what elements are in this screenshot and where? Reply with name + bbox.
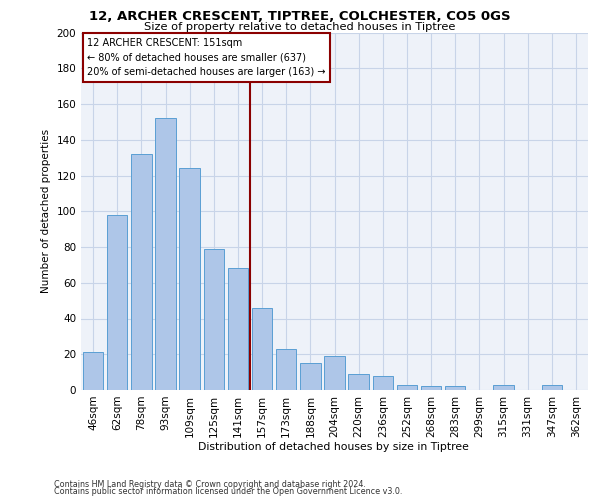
Bar: [493, 384, 514, 390]
Bar: [397, 384, 417, 390]
Bar: [324, 356, 345, 390]
Bar: [107, 215, 127, 390]
Text: 12 ARCHER CRESCENT: 151sqm
← 80% of detached houses are smaller (637)
20% of sem: 12 ARCHER CRESCENT: 151sqm ← 80% of deta…: [87, 38, 326, 78]
Bar: [542, 384, 562, 390]
Text: Contains HM Land Registry data © Crown copyright and database right 2024.: Contains HM Land Registry data © Crown c…: [54, 480, 366, 489]
Bar: [349, 374, 369, 390]
Bar: [300, 363, 320, 390]
Text: Distribution of detached houses by size in Tiptree: Distribution of detached houses by size …: [197, 442, 469, 452]
Bar: [276, 349, 296, 390]
Bar: [227, 268, 248, 390]
Bar: [373, 376, 393, 390]
Text: Contains public sector information licensed under the Open Government Licence v3: Contains public sector information licen…: [54, 488, 403, 496]
Bar: [155, 118, 176, 390]
Bar: [179, 168, 200, 390]
Bar: [131, 154, 152, 390]
Text: Size of property relative to detached houses in Tiptree: Size of property relative to detached ho…: [145, 22, 455, 32]
Bar: [445, 386, 466, 390]
Bar: [421, 386, 442, 390]
Y-axis label: Number of detached properties: Number of detached properties: [41, 129, 51, 294]
Bar: [83, 352, 103, 390]
Bar: [203, 249, 224, 390]
Text: 12, ARCHER CRESCENT, TIPTREE, COLCHESTER, CO5 0GS: 12, ARCHER CRESCENT, TIPTREE, COLCHESTER…: [89, 10, 511, 23]
Bar: [252, 308, 272, 390]
